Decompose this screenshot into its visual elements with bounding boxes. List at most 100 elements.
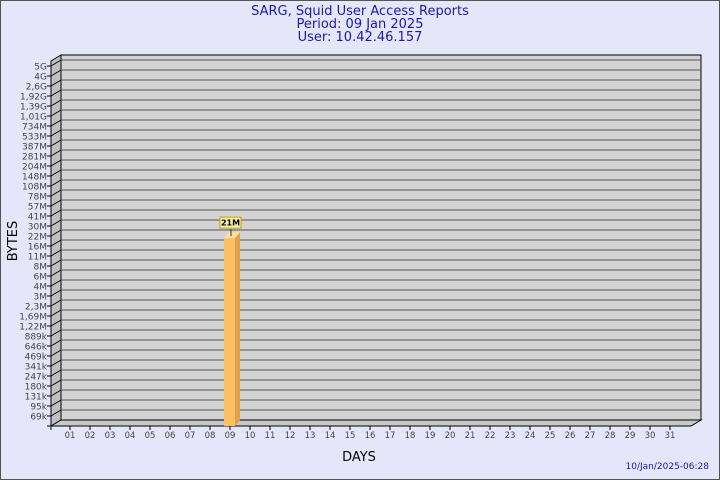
y-tick-label: 5G xyxy=(34,63,47,73)
x-tick-label: 09 xyxy=(225,431,236,441)
bar-front xyxy=(224,238,235,426)
y-tick-label: 1,69M xyxy=(19,313,47,323)
y-tick-label: 41M xyxy=(28,213,47,223)
y-tick-label: 131k xyxy=(25,393,48,403)
y-tick-diag xyxy=(50,59,62,67)
y-tick-diag xyxy=(50,229,62,237)
y-tick-label: 734M xyxy=(22,123,47,133)
y-tick-label: 11M xyxy=(28,253,47,263)
x-tick-label: 16 xyxy=(365,431,376,441)
y-tick-label: 30M xyxy=(28,223,47,233)
y-tick-diag xyxy=(50,169,62,177)
y-tick-diag xyxy=(50,359,62,367)
x-tick-label: 02 xyxy=(85,431,96,441)
y-tick-diag xyxy=(50,289,62,297)
x-tick-label: 07 xyxy=(185,431,196,441)
x-tick-label: 29 xyxy=(625,431,636,441)
x-tick-label: 30 xyxy=(645,431,656,441)
x-tick-label: 06 xyxy=(165,431,176,441)
y-tick-diag xyxy=(50,69,62,77)
y-tick-diag xyxy=(50,119,62,127)
y-tick-label: 533M xyxy=(22,133,47,143)
x-tick-label: 28 xyxy=(605,431,616,441)
y-tick-diag xyxy=(50,129,62,137)
chart-user: User: 10.42.46.157 xyxy=(297,30,423,45)
x-tick-label: 11 xyxy=(265,431,276,441)
y-tick-diag xyxy=(50,399,62,407)
y-tick-label: 16M xyxy=(28,243,47,253)
x-tick-label: 25 xyxy=(545,431,556,441)
y-tick-label: 180k xyxy=(25,383,48,393)
y-tick-label: 2,3M xyxy=(25,303,47,313)
y-tick-label: 1,39G xyxy=(20,103,47,113)
x-tick-label: 15 xyxy=(345,431,356,441)
x-tick-label: 24 xyxy=(525,431,536,441)
y-tick-label: 57M xyxy=(28,203,47,213)
y-tick-label: 6M xyxy=(34,273,48,283)
floor xyxy=(49,419,703,427)
y-tick-diag xyxy=(50,299,62,307)
y-tick-diag xyxy=(50,199,62,207)
y-tick-label: 1,01G xyxy=(20,113,47,123)
y-tick-label: 95k xyxy=(30,403,47,413)
bar-09: 21M xyxy=(219,216,242,426)
y-tick-diag xyxy=(50,369,62,377)
y-tick-label: 2,6G xyxy=(26,83,47,93)
y-tick-label: 889k xyxy=(25,333,48,343)
y-tick-diag xyxy=(50,309,62,317)
x-tick-label: 03 xyxy=(105,431,116,441)
y-tick-diag xyxy=(50,329,62,337)
y-tick-diag xyxy=(50,349,62,357)
y-tick-label: 387M xyxy=(22,143,47,153)
chart-title: SARG, Squid User Access Reports xyxy=(251,4,469,19)
x-tick-label: 19 xyxy=(425,431,436,441)
y-tick-diag xyxy=(50,389,62,397)
y-tick-label: 3M xyxy=(34,293,48,303)
y-tick-diag xyxy=(50,269,62,277)
x-tick-label: 22 xyxy=(485,431,496,441)
y-tick-diag xyxy=(50,179,62,187)
y-tick-diag xyxy=(50,109,62,117)
x-tick-label: 23 xyxy=(505,431,516,441)
x-tick-label: 12 xyxy=(285,431,296,441)
y-tick-label: 469k xyxy=(25,353,48,363)
y-tick-diag xyxy=(50,279,62,287)
x-tick-label: 10 xyxy=(245,431,256,441)
x-tick-label: 21 xyxy=(465,431,476,441)
y-tick-label: 281M xyxy=(22,153,47,163)
x-tick-label: 27 xyxy=(585,431,596,441)
data-label: 21M xyxy=(221,219,240,228)
y-tick-label: 69k xyxy=(30,413,47,423)
y-tick-label: 108M xyxy=(22,183,47,193)
y-tick-label: 1,22M xyxy=(19,323,47,333)
y-tick-label: 148M xyxy=(22,173,47,183)
x-tick-label: 01 xyxy=(65,431,76,441)
x-tick-label: 04 xyxy=(125,431,136,441)
timestamp: 10/Jan/2025-06:28 xyxy=(625,462,709,472)
y-tick-diag xyxy=(50,139,62,147)
y-tick-diag xyxy=(50,89,62,97)
y-tick-label: 8M xyxy=(34,263,48,273)
x-tick-label: 20 xyxy=(445,431,456,441)
y-tick-diag xyxy=(50,219,62,227)
x-tick-label: 26 xyxy=(565,431,576,441)
x-tick-label: 31 xyxy=(665,431,676,441)
y-tick-diag xyxy=(50,319,62,327)
y-tick-diag xyxy=(50,79,62,87)
y-tick-diag xyxy=(50,239,62,247)
chart-period: Period: 09 Jan 2025 xyxy=(296,17,424,32)
y-tick-diag xyxy=(50,259,62,267)
y-tick-diag xyxy=(50,249,62,257)
y-tick-label: 4M xyxy=(34,283,48,293)
x-tick-label: 08 xyxy=(205,431,216,441)
y-tick-diag xyxy=(50,99,62,107)
y-tick-label: 646k xyxy=(25,343,48,353)
y-tick-label: 341k xyxy=(25,363,48,373)
x-tick-label: 13 xyxy=(305,431,316,441)
data-label-box xyxy=(219,216,242,229)
y-tick-diag xyxy=(50,209,62,217)
y-tick-diag xyxy=(50,159,62,167)
bar-top xyxy=(224,232,240,239)
y-tick-diag xyxy=(50,379,62,387)
